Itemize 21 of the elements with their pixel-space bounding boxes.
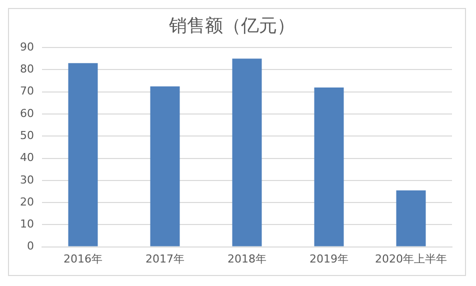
bar [68, 63, 98, 246]
bar [396, 190, 426, 246]
chart-title: 销售额（亿元） [168, 15, 295, 36]
x-tick-label: 2017年 [146, 252, 184, 266]
bar [150, 86, 180, 246]
y-tick-label: 70 [20, 84, 34, 98]
x-tick-label: 2016年 [63, 252, 102, 266]
y-tick-label: 50 [20, 128, 34, 142]
y-tick-label: 20 [20, 195, 34, 208]
x-tick-label: 2018年 [228, 252, 266, 266]
y-tick-label: 80 [20, 62, 34, 76]
y-tick-label: 10 [20, 218, 34, 231]
x-tick-label: 2019年 [310, 252, 348, 266]
y-tick-label: 60 [20, 106, 34, 120]
x-tick-label: 2020年上半年 [375, 252, 447, 266]
bar [232, 58, 262, 246]
bar [314, 87, 344, 246]
y-tick-label: 0 [26, 240, 34, 253]
y-tick-label: 40 [20, 151, 34, 164]
y-tick-label: 30 [20, 173, 34, 186]
y-tick-label: 90 [20, 40, 34, 54]
